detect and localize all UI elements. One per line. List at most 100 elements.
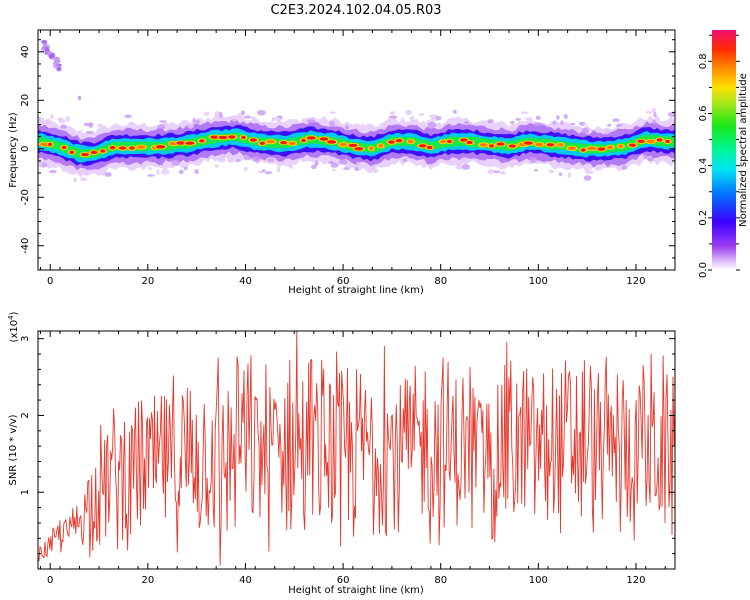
spectral-speck [311,164,317,170]
ridge-peak [395,139,403,143]
spectral-speck [647,156,654,162]
snr-x-label: Height of straight line (km) [288,585,424,596]
spectral-speck [535,115,541,121]
spectral-speck [171,160,180,166]
ridge-peak [266,139,275,144]
spectral-speck [183,166,188,171]
spectral-speck [219,153,226,159]
x-tick-label: 80 [434,575,447,586]
ridge-peak [210,135,220,139]
ridge-peak [466,140,473,145]
ridge-peak [426,145,433,150]
spectral-speck [460,157,469,162]
ridge-peak [348,143,358,148]
spectral-speck [314,160,319,167]
ridge-peak [637,139,645,143]
ridge-peak [369,146,374,151]
spectral-speck [345,124,349,130]
spectral-speck [271,117,275,122]
spectral-speck [267,158,275,162]
spectral-speck [510,120,515,124]
ridge-peak [656,138,663,142]
spectral-speck [240,110,245,116]
ridge-peak [407,139,414,144]
spectral-speck [218,111,223,119]
spectral-speck [492,170,501,173]
ridge-peak [628,143,637,147]
spectral-speck [264,171,273,175]
spectral-speck [558,172,563,176]
spectral-speck [60,124,67,129]
spectral-speck [214,164,219,168]
spectral-speck [410,115,415,122]
faint-trace-speck [52,62,57,66]
x-tick-label: 120 [626,276,645,287]
colorbar-tick-label: 0.6 [698,106,709,122]
ridge-peak [199,139,205,143]
ridge-peak [306,136,316,140]
x-tick-label: 80 [434,276,447,287]
spectral-speck [84,171,88,175]
spectral-speck [38,117,45,123]
spectral-speck [231,115,238,122]
ridge-peak [241,135,246,140]
spectral-speck [331,168,336,172]
spectral-speck [487,168,495,175]
spectral-speck [46,118,50,125]
ridge-peak [176,141,186,145]
spectral-speck [477,159,486,165]
spectral-speck [534,169,538,172]
ridge-peak [646,139,655,144]
ridge-peak [129,146,135,150]
spectral-speck [355,161,360,168]
ridge-peak [81,152,89,157]
figure-title: C2E3.2024.102.04.05.R03 [270,3,441,18]
spectral-speck [556,115,560,120]
spectral-speck [251,116,257,122]
ridge-peak [447,139,452,144]
ridge-peak [69,150,75,154]
spectral-speck [455,165,463,170]
spectral-speck [330,162,339,168]
spectral-speck [187,122,195,129]
spectrogram-y-label: Frequency (Hz) [8,112,19,188]
spectral-speck [521,111,528,114]
spectrogram-x-label: Height of straight line (km) [288,285,424,296]
ridge-peak [587,146,597,151]
ridge-peak [607,145,614,149]
ridge-peak [418,144,427,148]
snr-y-label: SNR (10 * v/v) [8,414,19,485]
spectral-speck [65,116,71,122]
colorbar-axes: 0.0 0.2 0.4 0.6 0.8 [698,34,740,278]
snr-series-line [38,331,675,566]
snr-data [38,331,675,566]
spectral-speck [57,117,64,121]
colorbar-label: Normalized spectral amplitude [738,73,749,227]
spectral-speck [418,113,425,116]
spectrogram-frame [37,29,676,271]
ridge-peak [327,140,337,144]
ridge-peak [280,141,287,145]
spectral-speck [603,127,611,135]
y-tick-label: 3 [20,335,31,341]
spectral-speck [653,111,657,118]
spectral-speck [39,160,43,167]
spectral-speck [612,118,620,122]
x-tick-label: 60 [337,575,350,586]
spectral-speck [513,162,518,165]
ridge-peak [597,147,606,151]
ridge-peak [118,146,127,150]
spectral-speck [552,121,557,125]
spectral-speck [77,170,83,176]
spectral-speck [651,108,657,113]
spectral-speck [643,154,648,160]
snr-axes: 0 20 40 60 80 100 120 1 2 3 [20,331,675,586]
ridge-peak [249,138,257,142]
ridge-peak [479,143,488,147]
spectral-speck [105,172,112,177]
colorbar-tick-label: 0.0 [698,262,709,278]
snr-frame [37,330,676,570]
ridge-peak [546,143,555,147]
spectral-speck [156,169,160,175]
